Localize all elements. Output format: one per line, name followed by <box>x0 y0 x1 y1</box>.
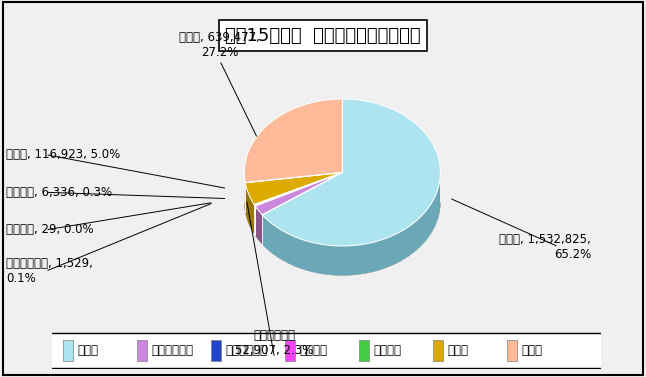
Polygon shape <box>255 173 342 206</box>
Text: 農業集落排水
52,907, 2.3%: 農業集落排水 52,907, 2.3% <box>235 329 314 357</box>
Text: 下水道, 1,532,825,
65.2%: 下水道, 1,532,825, 65.2% <box>499 233 591 261</box>
Bar <box>211 340 221 361</box>
Polygon shape <box>244 99 342 183</box>
Polygon shape <box>255 206 262 244</box>
Bar <box>508 340 517 361</box>
Bar <box>285 340 295 361</box>
Text: コミプラ: コミプラ <box>373 344 401 357</box>
Text: 漁業集落排水: 漁業集落排水 <box>225 344 267 357</box>
Polygon shape <box>245 183 254 234</box>
Polygon shape <box>262 99 441 246</box>
Polygon shape <box>262 173 441 275</box>
Text: 浄化槽: 浄化槽 <box>448 344 468 357</box>
Bar <box>433 340 443 361</box>
Text: 下水道: 下水道 <box>77 344 98 357</box>
Text: 簡易排水: 簡易排水 <box>299 344 328 357</box>
Polygon shape <box>254 205 255 235</box>
Polygon shape <box>255 173 342 215</box>
Polygon shape <box>254 173 342 206</box>
Polygon shape <box>245 173 342 205</box>
Text: 浄化槽, 116,923, 5.0%: 浄化槽, 116,923, 5.0% <box>6 148 121 161</box>
FancyBboxPatch shape <box>49 333 603 368</box>
Text: 簡易排水, 29, 0.0%: 簡易排水, 29, 0.0% <box>6 224 94 236</box>
Bar <box>137 340 147 361</box>
Text: 漁業集落排水, 1,529,
0.1%: 漁業集落排水, 1,529, 0.1% <box>6 257 93 285</box>
Text: コミプラ, 6,336, 0.3%: コミプラ, 6,336, 0.3% <box>6 186 112 199</box>
Text: 農業集落排水: 農業集落排水 <box>151 344 193 357</box>
Text: 未処理: 未処理 <box>522 344 543 357</box>
Text: 未処理, 639,477,
27.2%: 未処理, 639,477, 27.2% <box>179 31 260 59</box>
Polygon shape <box>255 173 342 206</box>
Polygon shape <box>244 173 245 212</box>
Text: 平成15年度末  汚水衛生処理率の内訳: 平成15年度末 汚水衛生処理率の内訳 <box>225 27 421 45</box>
Bar <box>359 340 369 361</box>
Bar <box>63 340 72 361</box>
